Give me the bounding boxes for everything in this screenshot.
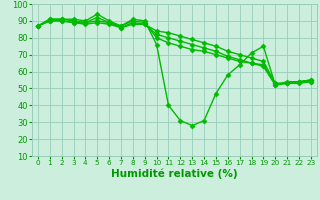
X-axis label: Humidité relative (%): Humidité relative (%) bbox=[111, 169, 238, 179]
